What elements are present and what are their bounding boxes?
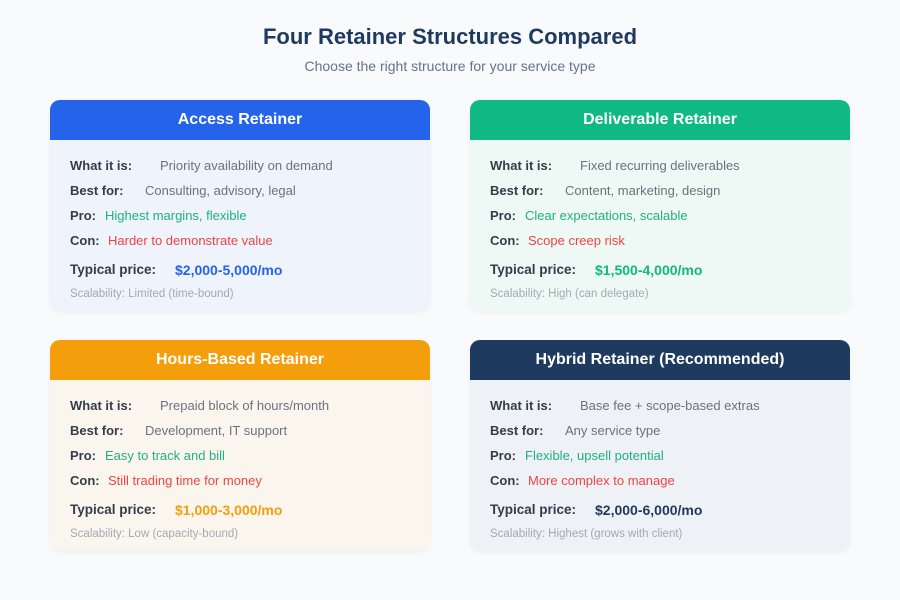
best-for-value: Consulting, advisory, legal <box>145 183 296 198</box>
card-hours-based-retainer: Hours-Based Retainer What it is: Prepaid … <box>50 340 430 550</box>
price-label: Typical price: <box>490 502 577 517</box>
pro-value: Flexible, upsell potential <box>525 448 664 463</box>
price-value: $2,000-5,000/mo <box>175 262 283 278</box>
scalability-note: Scalability: High (can delegate) <box>490 288 649 300</box>
card-hybrid-retainer: Hybrid Retainer (Recommended) What it is… <box>470 340 850 550</box>
scalability-note: Scalability: Limited (time-bound) <box>70 288 234 300</box>
con-value: Still trading time for money <box>108 473 262 488</box>
best-for-value: Development, IT support <box>145 423 288 438</box>
what-value: Base fee + scope-based extras <box>580 398 760 413</box>
page-subtitle: Choose the right structure for your serv… <box>304 58 596 74</box>
best-for-label: Best for: <box>490 423 544 438</box>
scalability-note: Scalability: Highest (grows with client) <box>490 528 683 540</box>
con-label: Con: <box>490 473 520 488</box>
card-deliverable-retainer: Deliverable Retainer What it is: Fixed re… <box>470 100 850 310</box>
pro-label: Pro: <box>70 448 96 463</box>
what-label: What it is: <box>490 398 553 413</box>
con-label: Con: <box>490 233 520 248</box>
what-value: Priority availability on demand <box>160 158 333 173</box>
price-label: Typical price: <box>70 262 157 277</box>
price-label: Typical price: <box>490 262 577 277</box>
best-for-label: Best for: <box>70 183 124 198</box>
card-header: Deliverable Retainer <box>470 100 850 140</box>
pro-label: Pro: <box>70 208 96 223</box>
pro-label: Pro: <box>490 448 516 463</box>
page-title: Four Retainer Structures Compared <box>262 24 638 49</box>
con-value: Harder to demonstrate value <box>108 233 273 248</box>
pro-value: Highest margins, flexible <box>105 208 247 223</box>
best-for-value: Any service type <box>565 423 661 438</box>
card-header: Hybrid Retainer (Recommended) <box>470 340 850 380</box>
best-for-value: Content, marketing, design <box>565 183 721 198</box>
scalability-note: Scalability: Low (capacity-bound) <box>70 528 239 540</box>
card-access-retainer: Access Retainer What it is: Priority avai… <box>50 100 430 310</box>
what-value: Prepaid block of hours/month <box>160 398 330 413</box>
pro-label: Pro: <box>490 208 516 223</box>
price-value: $2,000-6,000/mo <box>595 502 703 518</box>
card-header: Hours-Based Retainer <box>50 340 430 380</box>
what-value: Fixed recurring deliverables <box>580 158 740 173</box>
con-label: Con: <box>70 233 100 248</box>
pro-value: Clear expectations, scalable <box>525 208 688 223</box>
price-label: Typical price: <box>70 502 157 517</box>
price-value: $1,000-3,000/mo <box>175 502 283 518</box>
best-for-label: Best for: <box>490 183 544 198</box>
what-label: What it is: <box>70 398 133 413</box>
best-for-label: Best for: <box>70 423 124 438</box>
what-label: What it is: <box>70 158 133 173</box>
price-value: $1,500-4,000/mo <box>595 262 703 278</box>
con-value: Scope creep risk <box>528 233 625 248</box>
con-label: Con: <box>70 473 100 488</box>
con-value: More complex to manage <box>528 473 675 488</box>
pro-value: Easy to track and bill <box>105 448 225 463</box>
card-header: Access Retainer <box>50 100 430 140</box>
what-label: What it is: <box>490 158 553 173</box>
